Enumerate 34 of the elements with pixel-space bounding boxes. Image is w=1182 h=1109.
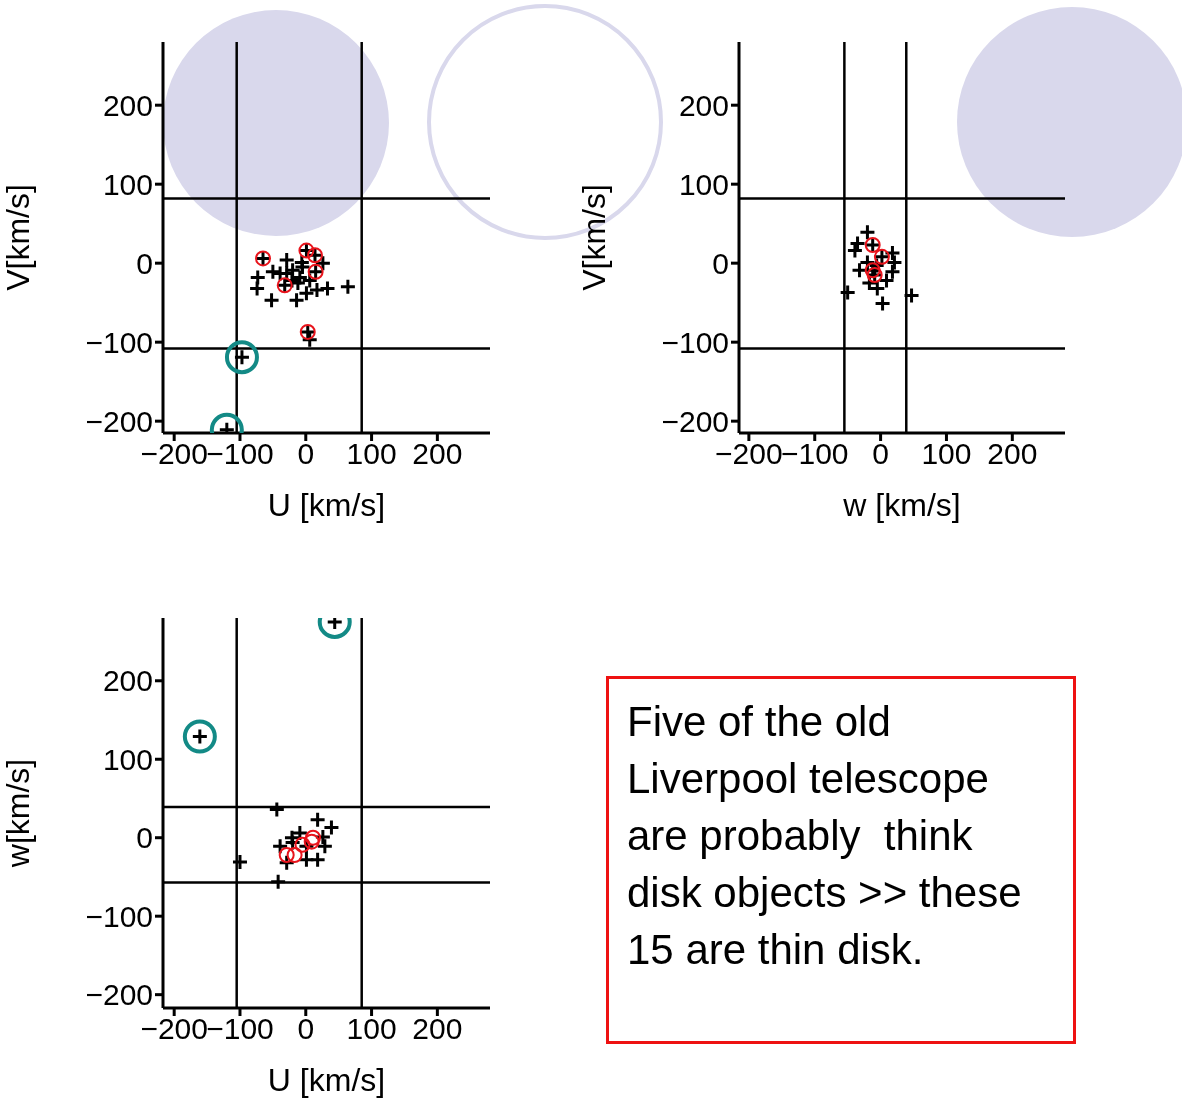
y-tick-label: −200 [661,404,729,438]
y-tick-label: 200 [102,88,153,122]
x-tick-label: −100 [206,437,274,471]
y-axis-title: V[km/s] [576,184,613,291]
y-tick-label: −100 [661,325,729,359]
x-tick-label: 0 [872,437,889,471]
x-tick-label: 100 [346,437,397,471]
y-tick-label: −100 [85,899,153,933]
y-tick-label: 100 [678,167,729,201]
x-tick-label: 100 [921,437,972,471]
y-tick-label: −200 [85,404,153,438]
y-tick-label: 100 [102,742,153,776]
x-tick-label: 200 [412,1012,463,1046]
y-axis-title: V[km/s] [0,184,37,291]
y-tick-label: −100 [85,325,153,359]
x-axis-title: U [km/s] [267,487,386,523]
x-tick-label: −200 [715,437,783,471]
x-tick-label: 200 [412,437,463,471]
y-tick-label: 200 [102,664,153,698]
text: Five of the old Liverpool telescope are probably think disk objects >> these 15 are thin disk. [627,697,1023,975]
x-tick-label: 100 [346,1012,397,1046]
y-tick-label: 100 [102,167,153,201]
y-tick-label: 0 [136,821,153,855]
x-tick-label: 200 [987,437,1038,471]
x-tick-label: 0 [297,437,315,471]
x-axis-title: U [km/s] [267,1062,386,1098]
y-tick-label: −200 [85,978,153,1012]
y-tick-label: 0 [136,246,153,280]
y-tick-label: 0 [712,246,729,280]
x-tick-label: 0 [297,1012,315,1046]
y-tick-label: 200 [678,88,729,122]
x-axis-title: w [km/s] [842,487,961,523]
x-tick-label: −100 [206,1012,274,1046]
y-axis-title: w[km/s] [0,758,37,869]
